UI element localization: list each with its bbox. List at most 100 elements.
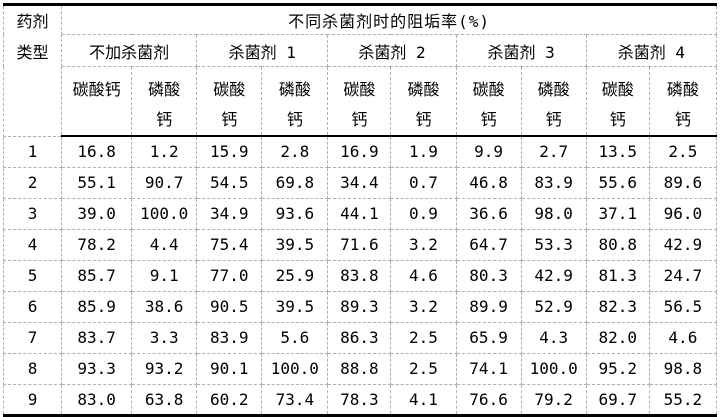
- table-cell: 80.3: [455, 259, 522, 292]
- table-title: 不同杀菌剂时的阻垢率(%): [61, 4, 717, 35]
- table-cell: 36.6: [455, 197, 522, 230]
- table-cell: 38.6: [131, 290, 198, 323]
- table-cell: 83.7: [61, 321, 133, 354]
- table-cell: 83.9: [196, 321, 263, 354]
- table-cell: 0.7: [390, 166, 457, 199]
- table-cell: 16.9: [327, 135, 392, 168]
- table-row: 1 16.8 1.2 15.9 2.8 16.9 1.9 9.9 2.7 13.5 2.5: [2, 135, 718, 168]
- table-cell: 52.9: [520, 290, 587, 323]
- table-cell: 65.9: [455, 321, 522, 354]
- table-cell: 3.2: [390, 290, 457, 323]
- table-cell: 90.1: [196, 352, 263, 385]
- corner-header-agent-type: 药剂 类型: [2, 4, 63, 137]
- table-cell: 5.6: [261, 321, 329, 354]
- table-cell: 96.0: [648, 197, 718, 230]
- column-header-capo4: 磷酸 钙: [648, 66, 718, 137]
- table-cell: 64.7: [455, 228, 522, 261]
- table-cell: 89.6: [648, 166, 718, 199]
- table-cell: 55.2: [648, 383, 718, 416]
- table-cell: 100.0: [520, 352, 587, 385]
- table-cell: 56.5: [648, 290, 718, 323]
- table-cell: 88.8: [327, 352, 392, 385]
- table-cell: 55.1: [61, 166, 133, 199]
- table-row: 4 78.2 4.4 75.4 39.5 71.6 3.2 64.7 53.3 80.8 42.9: [2, 228, 718, 261]
- group-header-no-biocide: 不加杀菌剂: [61, 34, 198, 67]
- table-cell: 2.5: [390, 321, 457, 354]
- table-cell: 39.5: [261, 228, 329, 261]
- column-header-caco3: 碳酸 钙: [455, 66, 522, 137]
- row-id: 4: [2, 228, 63, 261]
- table-cell: 79.2: [520, 383, 587, 416]
- table-cell: 34.4: [327, 166, 392, 199]
- row-id: 7: [2, 321, 63, 354]
- table-cell: 46.8: [455, 166, 522, 199]
- table-cell: 3.3: [131, 321, 198, 354]
- row-id: 3: [2, 197, 63, 230]
- table-row: 3 39.0 100.0 34.9 93.6 44.1 0.9 36.6 98.0 37.1 96.…: [2, 197, 718, 230]
- header-row-columns: 碳酸钙 磷酸 钙 碳酸 钙 磷酸 钙 碳酸 钙 磷酸 钙 碳酸 钙 磷酸 钙 碳…: [4, 66, 718, 137]
- table-cell: 9.9: [455, 135, 522, 168]
- table-cell: 89.9: [455, 290, 522, 323]
- column-header-caco3: 碳酸 钙: [327, 66, 392, 137]
- table-cell: 98.0: [520, 197, 587, 230]
- column-header-capo4: 磷酸 钙: [520, 66, 587, 137]
- table-cell: 93.3: [61, 352, 133, 385]
- table-cell: 82.0: [585, 321, 650, 354]
- table-row: 6 85.9 38.6 90.5 39.5 89.3 3.2 89.9 52.9 82.3 56.5: [2, 290, 718, 323]
- column-header-capo4: 磷酸 钙: [131, 66, 198, 137]
- table-cell: 90.5: [196, 290, 263, 323]
- table-cell: 16.8: [61, 135, 133, 168]
- table-cell: 69.7: [585, 383, 650, 416]
- table-cell: 89.3: [327, 290, 392, 323]
- table-cell: 44.1: [327, 197, 392, 230]
- table-cell: 86.3: [327, 321, 392, 354]
- table-cell: 9.1: [131, 259, 198, 292]
- table-cell: 83.0: [61, 383, 133, 416]
- group-header-biocide-4: 杀菌剂 4: [585, 34, 718, 67]
- column-header-caco3: 碳酸 钙: [585, 66, 650, 137]
- table-cell: 54.5: [196, 166, 263, 199]
- table-row: 8 93.3 93.2 90.1 100.0 88.8 2.5 74.1 100.0 95.2 98…: [2, 352, 718, 385]
- row-id: 8: [2, 352, 63, 385]
- table-cell: 2.7: [520, 135, 587, 168]
- table-cell: 53.3: [520, 228, 587, 261]
- group-header-biocide-3: 杀菌剂 3: [455, 34, 587, 67]
- column-header-capo4: 磷酸 钙: [390, 66, 457, 137]
- table-cell: 0.9: [390, 197, 457, 230]
- row-id: 5: [2, 259, 63, 292]
- table-cell: 100.0: [261, 352, 329, 385]
- table-cell: 25.9: [261, 259, 329, 292]
- table-cell: 85.7: [61, 259, 133, 292]
- table-cell: 74.1: [455, 352, 522, 385]
- column-header-caco3: 碳酸钙: [61, 66, 133, 137]
- row-id: 6: [2, 290, 63, 323]
- table-cell: 13.5: [585, 135, 650, 168]
- scale-inhibition-table: 药剂 类型 不同杀菌剂时的阻垢率(%) 不加杀菌剂 杀菌剂 1 杀菌剂 2 杀菌…: [2, 3, 718, 417]
- table-cell: 76.6: [455, 383, 522, 416]
- table-cell: 83.9: [520, 166, 587, 199]
- table-cell: 2.8: [261, 135, 329, 168]
- row-id: 1: [2, 135, 63, 168]
- table-cell: 4.3: [520, 321, 587, 354]
- table-row: 7 83.7 3.3 83.9 5.6 86.3 2.5 65.9 4.3 82.0 4.6: [2, 321, 718, 354]
- header-row-groups: 不加杀菌剂 杀菌剂 1 杀菌剂 2 杀菌剂 3 杀菌剂 4: [4, 34, 718, 67]
- row-id: 9: [2, 383, 63, 416]
- table-row: 9 83.0 63.8 60.2 73.4 78.3 4.1 76.6 79.2 69.7 55.2: [2, 383, 718, 416]
- table-cell: 42.9: [520, 259, 587, 292]
- table-cell: 15.9: [196, 135, 263, 168]
- table-cell: 37.1: [585, 197, 650, 230]
- table-cell: 4.6: [648, 321, 718, 354]
- table-cell: 2.5: [390, 352, 457, 385]
- table-body: 1 16.8 1.2 15.9 2.8 16.9 1.9 9.9 2.7 13.5 2.5 2 55.1…: [2, 135, 718, 416]
- table-cell: 81.3: [585, 259, 650, 292]
- table-cell: 75.4: [196, 228, 263, 261]
- table-cell: 83.8: [327, 259, 392, 292]
- table-cell: 4.1: [390, 383, 457, 416]
- table-row: 5 85.7 9.1 77.0 25.9 83.8 4.6 80.3 42.9 81.3 24.7: [2, 259, 718, 292]
- table-cell: 100.0: [131, 197, 198, 230]
- table-cell: 93.6: [261, 197, 329, 230]
- table-cell: 1.2: [131, 135, 198, 168]
- table-cell: 34.9: [196, 197, 263, 230]
- table-cell: 85.9: [61, 290, 133, 323]
